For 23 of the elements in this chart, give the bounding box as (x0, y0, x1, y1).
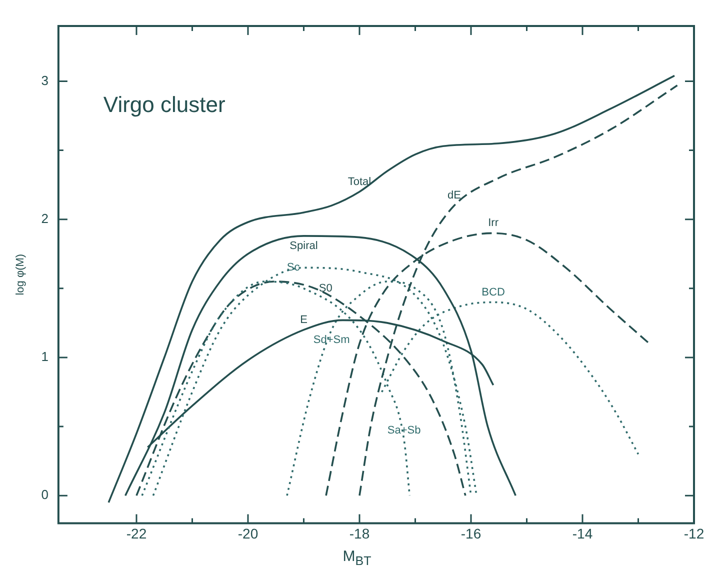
x-tick-label: -18 (349, 525, 370, 542)
series-label: dE (448, 190, 461, 202)
x-axis-title: M$_{BT}$ (342, 548, 372, 568)
series-label: Sd+Sm (313, 334, 350, 346)
series-label: E (300, 314, 308, 326)
series-label: Spiral (290, 240, 318, 252)
series-label: Sa+Sb (387, 424, 421, 436)
x-tick-label: -20 (238, 525, 258, 542)
x-tick-label: -22 (126, 525, 147, 542)
y-tick-label: 3 (41, 72, 48, 88)
series-label: Total (348, 176, 372, 188)
y-tick-label: 2 (41, 210, 48, 226)
y-tick-label: 1 (41, 349, 48, 364)
x-tick-label: -14 (572, 525, 593, 542)
series-label: S0 (318, 282, 332, 294)
y-axis-title: log φ(M) (14, 254, 27, 296)
series-label: Irr (488, 217, 499, 230)
x-tick-label: -16 (460, 525, 482, 542)
x-tick-label: -12 (684, 525, 704, 542)
y-tick-label: 0 (41, 487, 48, 502)
series-label: Sc (286, 262, 300, 274)
text: Virgo cluster (103, 92, 226, 118)
series-label: BCD (482, 286, 505, 298)
